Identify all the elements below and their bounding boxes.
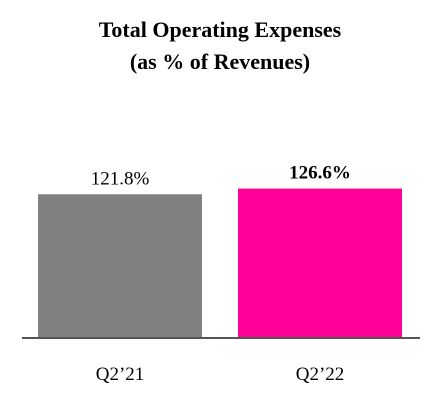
bar-2 xyxy=(238,188,402,338)
labels-group: 121.8% Q2’21 126.6% Q2’22 xyxy=(91,163,351,385)
bar-1 xyxy=(38,194,202,338)
bars-group xyxy=(38,188,402,338)
chart-title: Total Operating Expenses (as % of Revenu… xyxy=(0,14,440,78)
x-tick-label-2: Q2’22 xyxy=(296,364,345,385)
x-tick-label-1: Q2’21 xyxy=(96,364,145,385)
data-label-1: 121.8% xyxy=(91,168,150,189)
chart-title-line-1: Total Operating Expenses xyxy=(98,17,342,42)
data-label-2: 126.6% xyxy=(289,163,351,184)
chart-title-line-2: (as % of Revenues) xyxy=(129,49,311,74)
